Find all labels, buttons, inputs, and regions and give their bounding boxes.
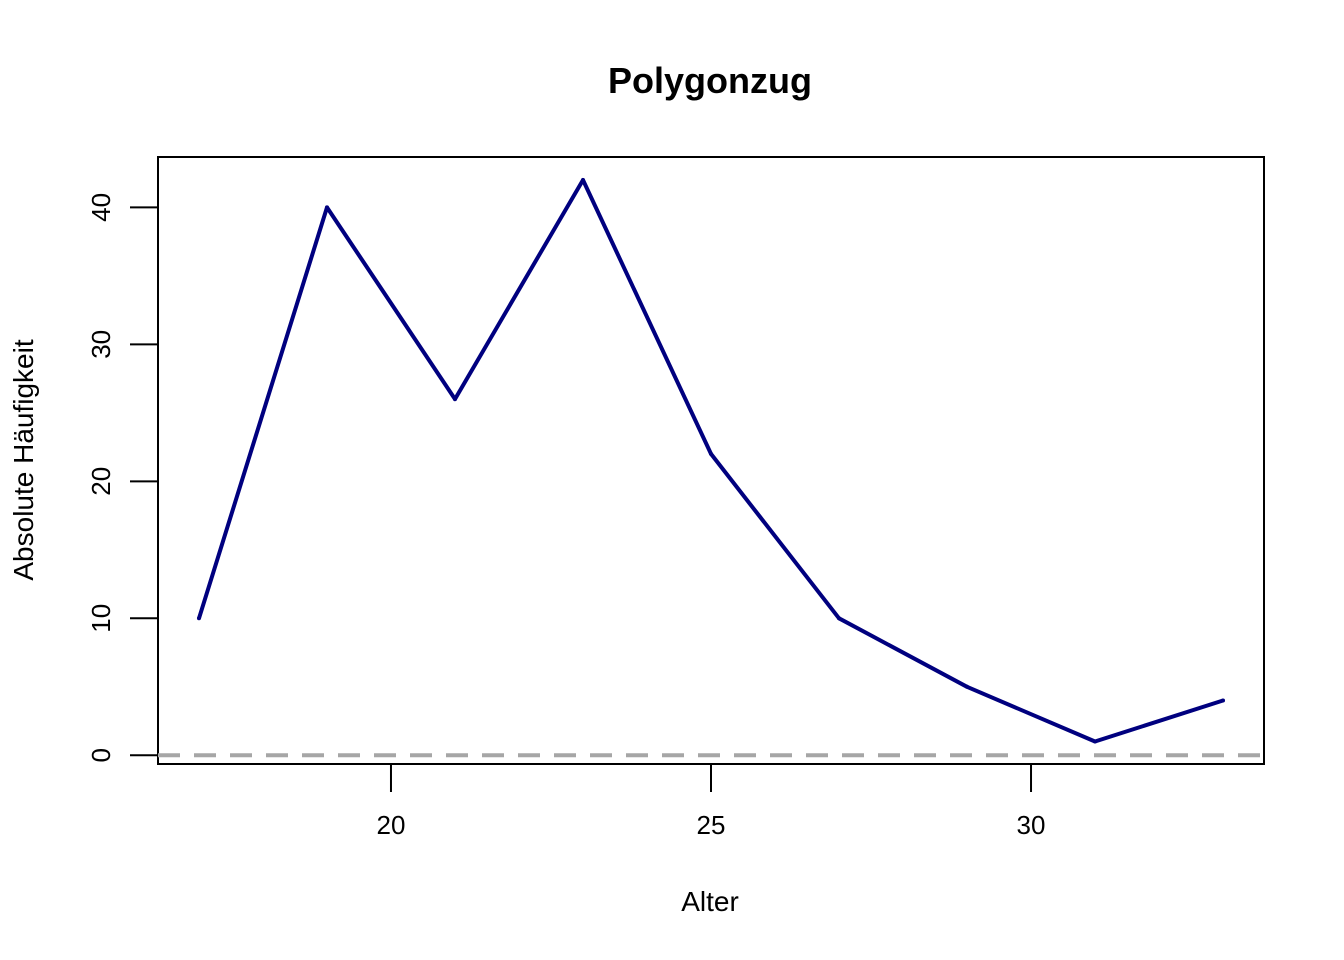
x-tick-label: 20	[377, 810, 406, 840]
data-point	[1093, 739, 1098, 744]
x-tick-label: 30	[1017, 810, 1046, 840]
data-point	[709, 451, 713, 456]
chart-title: Polygonzug	[608, 60, 812, 101]
y-tick-label: 20	[86, 467, 116, 496]
data-point	[965, 684, 970, 689]
y-tick-label: 40	[86, 193, 116, 222]
y-tick-label: 10	[86, 604, 116, 633]
plot-frame	[157, 156, 1265, 765]
x-tick-label: 25	[697, 810, 726, 840]
data-point	[196, 616, 201, 621]
data-point	[580, 178, 585, 183]
x-axis-label: Alter	[681, 886, 739, 917]
y-axis-label: Absolute Häufigkeit	[8, 339, 39, 580]
data-point	[324, 205, 329, 210]
data-point	[837, 616, 842, 621]
data-point	[452, 397, 457, 402]
y-tick-label: 30	[86, 330, 116, 359]
y-tick-label: 0	[86, 748, 116, 762]
data-point	[1221, 698, 1226, 703]
series-line	[197, 178, 1224, 744]
